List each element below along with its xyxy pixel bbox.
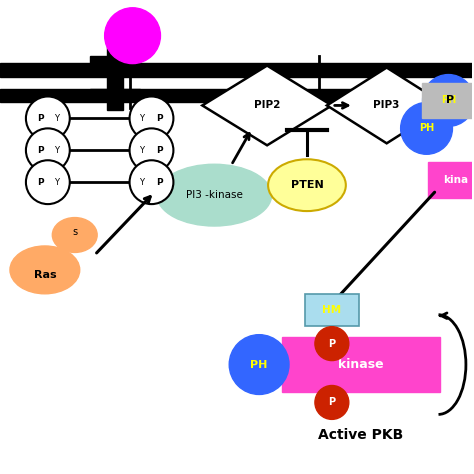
- Text: kina: kina: [444, 175, 469, 185]
- Text: PI3 -kinase: PI3 -kinase: [186, 190, 243, 200]
- Circle shape: [26, 160, 70, 204]
- Circle shape: [129, 128, 173, 172]
- Text: PH: PH: [250, 360, 268, 370]
- Circle shape: [401, 102, 453, 154]
- Circle shape: [105, 8, 161, 64]
- Ellipse shape: [10, 246, 80, 294]
- Circle shape: [315, 327, 349, 361]
- Circle shape: [422, 74, 474, 127]
- Text: PTEN: PTEN: [291, 180, 323, 190]
- Ellipse shape: [268, 159, 346, 211]
- Text: Y: Y: [55, 114, 59, 123]
- Text: PH: PH: [419, 123, 434, 133]
- Text: Y: Y: [55, 146, 59, 155]
- Text: P: P: [156, 146, 163, 155]
- Text: PIP3: PIP3: [374, 100, 400, 110]
- Text: Y: Y: [55, 178, 59, 187]
- Text: P: P: [37, 114, 44, 123]
- Text: P: P: [37, 178, 44, 187]
- Text: HM: HM: [322, 305, 341, 315]
- Text: PH: PH: [441, 95, 456, 106]
- Text: Y: Y: [139, 178, 144, 187]
- Text: P: P: [156, 178, 163, 187]
- Bar: [0, 63, 473, 76]
- Text: Y: Y: [139, 114, 144, 123]
- Text: P: P: [447, 95, 455, 106]
- Bar: [90, 89, 139, 99]
- FancyBboxPatch shape: [421, 82, 474, 118]
- Ellipse shape: [52, 218, 97, 253]
- FancyBboxPatch shape: [428, 162, 474, 198]
- Text: P: P: [328, 338, 336, 349]
- Polygon shape: [327, 68, 447, 143]
- Text: P: P: [328, 397, 336, 408]
- Bar: [90, 55, 139, 65]
- FancyBboxPatch shape: [305, 294, 359, 326]
- Circle shape: [129, 97, 173, 140]
- Circle shape: [315, 385, 349, 419]
- Bar: [107, 31, 123, 110]
- Polygon shape: [202, 65, 332, 146]
- Bar: [0, 89, 473, 102]
- Circle shape: [26, 97, 70, 140]
- Text: PIP2: PIP2: [254, 100, 280, 110]
- Text: Y: Y: [139, 146, 144, 155]
- FancyBboxPatch shape: [282, 337, 440, 392]
- Ellipse shape: [157, 164, 272, 226]
- Text: Active PKB: Active PKB: [318, 428, 403, 442]
- Text: RTK: RTK: [5, 64, 29, 73]
- Circle shape: [229, 335, 289, 394]
- Circle shape: [26, 128, 70, 172]
- Text: P: P: [156, 114, 163, 123]
- Text: Ras: Ras: [34, 270, 56, 280]
- Circle shape: [129, 160, 173, 204]
- Text: P: P: [37, 146, 44, 155]
- Text: s: s: [72, 227, 77, 237]
- Text: kinase: kinase: [338, 358, 383, 371]
